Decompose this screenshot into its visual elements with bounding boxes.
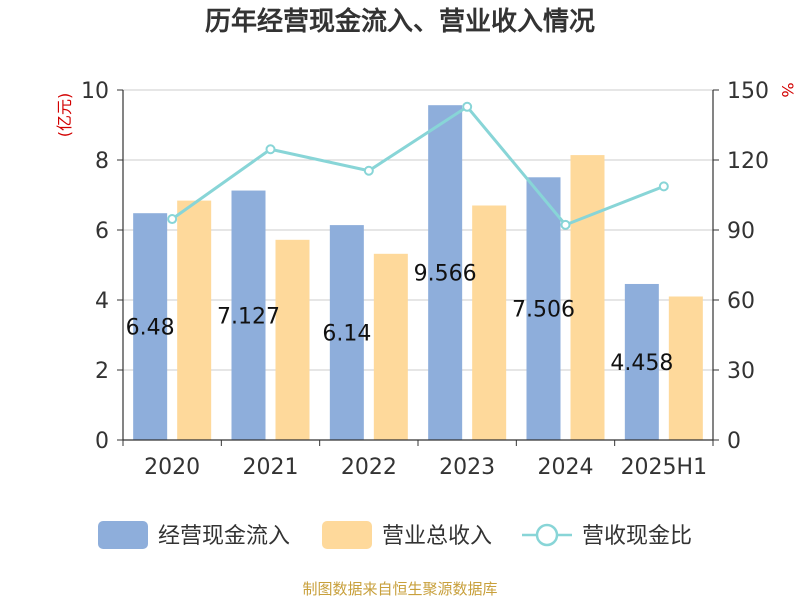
right-tick-label: 120 — [727, 149, 769, 174]
data-label: 7.127 — [217, 304, 280, 329]
data-label: 9.566 — [414, 262, 477, 287]
ratio-point — [265, 144, 276, 155]
left-tick-label: 0 — [95, 429, 109, 454]
bar — [231, 190, 266, 440]
left-tick-label: 4 — [95, 289, 109, 314]
data-label: 4.458 — [610, 351, 673, 376]
left-tick-label: 10 — [81, 79, 109, 104]
x-tick-label: 2021 — [243, 455, 299, 480]
left-tick-label: 8 — [95, 149, 109, 174]
data-label: 7.506 — [512, 298, 575, 323]
bars — [133, 105, 703, 441]
data-label: 6.14 — [322, 322, 371, 347]
right-tick-label: 30 — [727, 359, 755, 384]
data-label: 6.48 — [126, 316, 175, 341]
left-tick-label: 2 — [95, 359, 109, 384]
legend-swatch — [98, 521, 148, 549]
axes: 0 2 4 6 8 10 0 30 60 90 120 150 2020 2021 2022 2023 2024… — [81, 79, 769, 480]
data-labels: 6.48 7.127 6.14 9.566 7.506 4.458 — [126, 262, 674, 376]
bar — [526, 177, 561, 441]
bar — [428, 105, 463, 440]
legend-label: 营收现金比 — [582, 524, 692, 549]
legend-swatch-marker — [535, 523, 559, 547]
ratio-point — [560, 219, 571, 230]
bar — [373, 253, 408, 440]
x-tick-label: 2023 — [439, 455, 495, 480]
legend: 经营现金流入 营业总收入 营收现金比 — [98, 521, 692, 549]
source-note: 制图数据来自恒生聚源数据库 — [302, 580, 497, 598]
x-tick-label: 2024 — [538, 455, 594, 480]
gridlines — [123, 89, 713, 371]
bar — [472, 205, 507, 440]
right-tick-label: 60 — [727, 289, 755, 314]
ratio-point — [167, 214, 178, 225]
ratio-line-path — [171, 104, 665, 227]
bar — [275, 239, 310, 440]
right-axis-unit: % — [778, 82, 797, 97]
bar — [177, 200, 212, 440]
legend-swatch — [322, 521, 372, 549]
right-tick-label: 150 — [727, 79, 769, 104]
bar — [133, 213, 168, 440]
chart-title: 历年经营现金流入、营业收入情况 — [205, 6, 595, 37]
ratio-line — [167, 101, 669, 230]
bar — [624, 283, 659, 440]
legend-label: 经营现金流入 — [158, 524, 290, 549]
bar — [668, 296, 703, 440]
ratio-point — [658, 181, 669, 192]
left-axis-unit: (亿元) — [55, 93, 74, 138]
ratio-point — [462, 101, 473, 112]
x-tick-label: 2020 — [144, 455, 200, 480]
bar — [329, 225, 364, 440]
right-tick-label: 0 — [727, 429, 741, 454]
bar — [570, 155, 605, 440]
left-tick-label: 6 — [95, 219, 109, 244]
x-tick-label: 2022 — [341, 455, 397, 480]
x-tick-label: 2025H1 — [621, 455, 708, 480]
legend-label: 营业总收入 — [382, 524, 492, 549]
right-tick-label: 90 — [727, 219, 755, 244]
ratio-point — [363, 165, 374, 176]
